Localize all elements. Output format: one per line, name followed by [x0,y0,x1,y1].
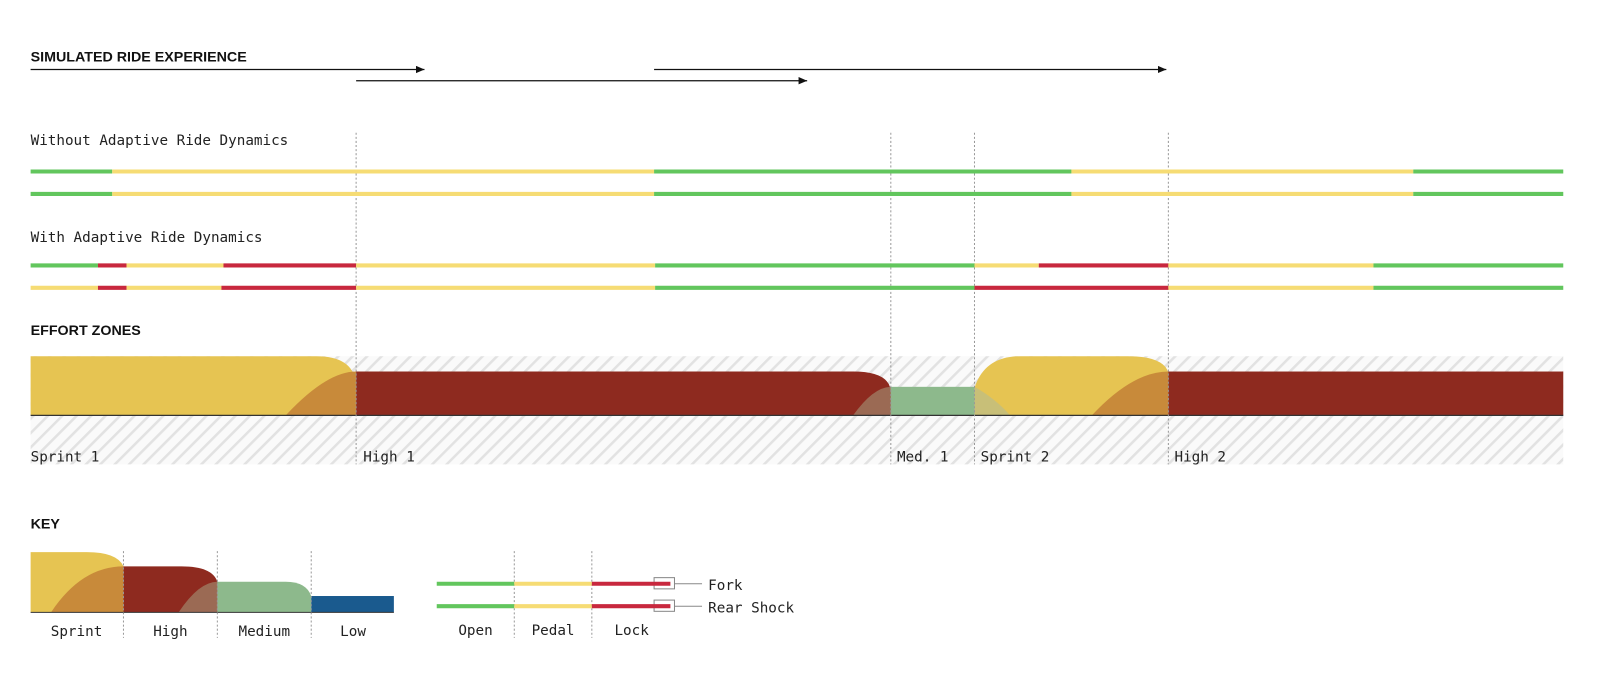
key-label: Medium [239,624,291,640]
brackets [653,577,703,612]
key-label: Fork [708,578,743,594]
row-label: Without Adaptive Ride Dynamics [31,133,289,149]
zone-label: Med. 1 [897,449,949,465]
key-label: High [153,624,187,640]
arrows [30,65,1167,85]
zone-label: High 1 [363,449,415,465]
key-label: Low [340,624,366,640]
key-label: Lock [614,623,649,639]
effort-key [30,552,394,613]
key-label: Open [458,623,492,639]
zone-label: High 2 [1174,449,1226,465]
key-title: KEY [31,517,61,533]
row-label: With Adaptive Ride Dynamics [31,230,263,246]
key-label: Sprint [51,624,103,640]
key-label: Rear Shock [708,600,794,616]
zone-label: Sprint 2 [981,449,1050,465]
zone-label: Sprint 1 [31,449,100,465]
effort-chart [30,356,1564,465]
section-title: EFFORT ZONES [31,323,141,339]
title: SIMULATED RIDE EXPERIENCE [31,49,247,65]
key-label: Pedal [532,623,575,639]
